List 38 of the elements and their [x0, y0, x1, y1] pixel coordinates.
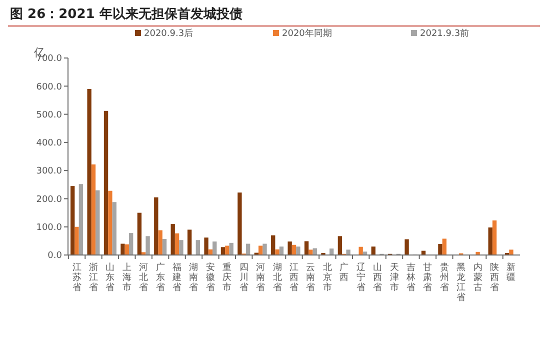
x-tick-label: 陕西省 — [490, 262, 500, 293]
x-tick-label: 云南省 — [306, 263, 316, 293]
x-tick-label: 天津市 — [390, 262, 399, 293]
x-tick-label: 广西 — [340, 262, 349, 283]
x-tick-label: 湖南省 — [189, 262, 198, 293]
x-tick-label: 新疆 — [506, 262, 516, 283]
x-tick-label: 贵州省 — [440, 262, 449, 293]
y-tick-label: 300.0 — [36, 166, 62, 177]
x-tick-label: 辽宁省 — [356, 262, 366, 293]
x-tick-label: 黑龙江省 — [456, 262, 466, 303]
y-tick-label: 500.0 — [36, 110, 62, 120]
x-tick-label: 甘肃省 — [423, 262, 432, 293]
y-tick-label: 600.0 — [36, 82, 62, 92]
y-tick-label: 0.0 — [48, 251, 62, 262]
x-tick-label: 湖北省 — [272, 262, 282, 293]
chart-title: 图 26：2021 年以来无担保首发城投债 — [10, 7, 242, 22]
y-tick-label: 200.0 — [36, 194, 62, 205]
y-tick-label: 100.0 — [36, 223, 62, 234]
x-tick-label: 北京市 — [322, 262, 332, 293]
x-tick-label: 山东省 — [106, 262, 115, 293]
x-tick-label: 上海市 — [122, 262, 132, 293]
x-tick-label: 江苏省 — [72, 262, 82, 293]
legend-label: 2020.9.3后 — [144, 28, 194, 39]
x-tick-label: 重庆市 — [222, 262, 232, 293]
y-tick-label: 400.0 — [36, 138, 62, 149]
x-tick-label: 四川省 — [239, 263, 248, 293]
x-tick-label: 河北省 — [139, 262, 148, 293]
x-tick-label: 福建省 — [172, 262, 182, 293]
x-tick-label: 内蒙古 — [473, 262, 482, 293]
legend-label: 2021.9.3前 — [420, 28, 470, 39]
x-tick-label: 河南省 — [256, 262, 266, 293]
x-tick-label: 浙江省 — [88, 262, 98, 293]
legend-label: 2020年同期 — [282, 28, 332, 39]
x-tick-label: 山西省 — [373, 262, 382, 293]
x-tick-label: 吉林省 — [405, 262, 416, 293]
x-tick-label: 江西省 — [290, 262, 298, 293]
x-tick-label: 安徽省 — [206, 262, 215, 293]
x-tick-label: 广东省 — [156, 262, 165, 293]
